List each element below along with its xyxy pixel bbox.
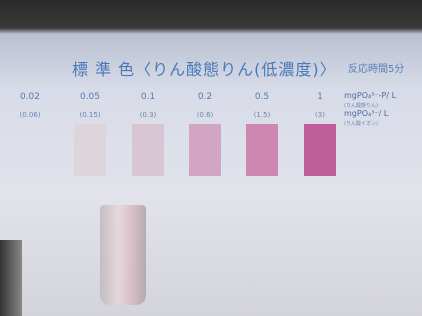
concentration-ion: (1.5): [247, 111, 277, 119]
concentration-ion: (0.15): [75, 111, 105, 119]
concentration-p: 1: [305, 92, 335, 102]
unit-ion: mgPO₄³⁻/ L: [344, 109, 388, 118]
unit-ion-note: (りん酸イオン): [344, 120, 378, 127]
concentration-p: 0.1: [133, 92, 163, 102]
shadow: [0, 240, 22, 316]
reaction-time: 反応時間5分: [348, 60, 404, 75]
concentration-p: 0.02: [15, 92, 45, 102]
concentration-p: 0.05: [75, 92, 105, 102]
color-swatch: [189, 124, 221, 176]
concentration-p: 0.5: [247, 92, 277, 102]
concentration-ion: (3): [305, 111, 335, 119]
color-swatch: [246, 124, 278, 176]
unit-p-note: (りん酸態りん): [344, 102, 378, 109]
color-swatch: [132, 124, 164, 176]
concentration-ion: (0.06): [15, 111, 45, 119]
concentration-ion: (0.6): [190, 111, 220, 119]
card-title: 標 準 色〈りん酸態りん(低濃度)〉: [72, 56, 337, 80]
color-swatch: [304, 124, 336, 176]
photo: 標 準 色〈りん酸態りん(低濃度)〉 反応時間5分 mgPO₄³⁻-P/ L (…: [0, 0, 422, 316]
color-swatch: [74, 124, 106, 176]
test-tube: [100, 205, 146, 305]
concentration-p: 0.2: [190, 92, 220, 102]
unit-p: mgPO₄³⁻-P/ L: [344, 91, 396, 100]
concentration-ion: (0.3): [133, 111, 163, 119]
